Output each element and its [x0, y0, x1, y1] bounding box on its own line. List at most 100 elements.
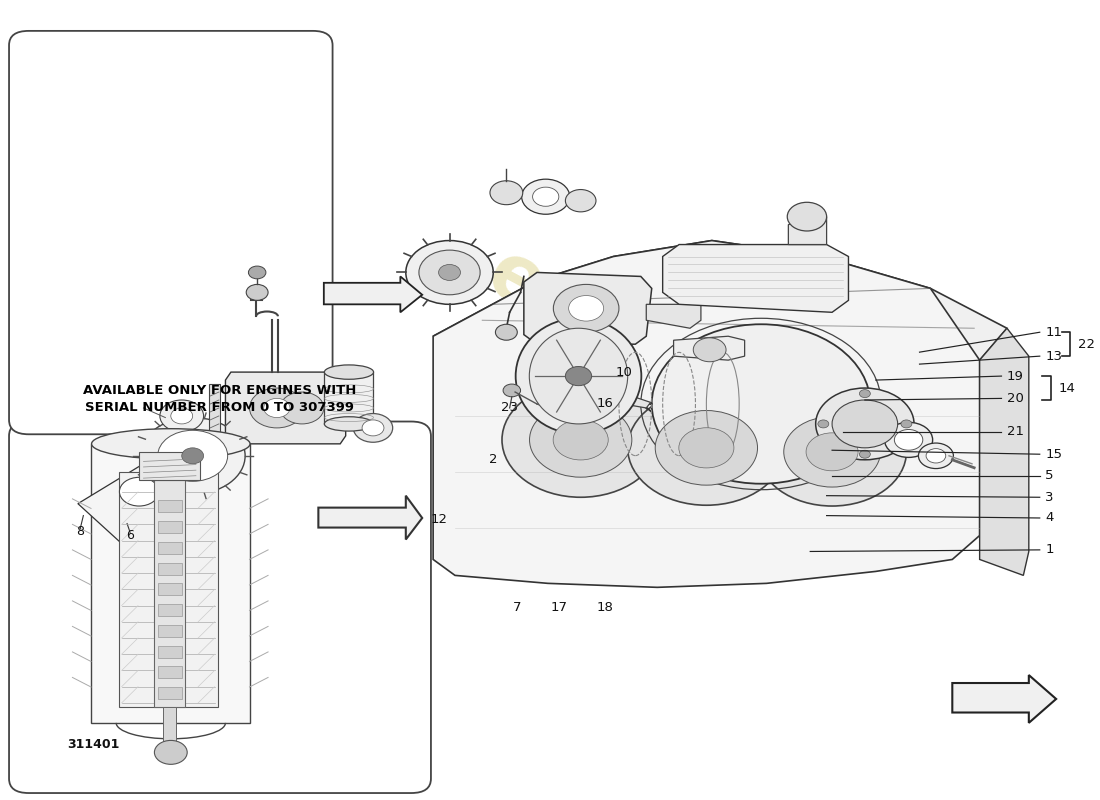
Text: 11: 11 — [1045, 326, 1063, 338]
Circle shape — [816, 388, 914, 460]
Text: 20: 20 — [1006, 392, 1024, 405]
Ellipse shape — [516, 318, 641, 434]
Text: euroshop: euroshop — [473, 234, 886, 502]
Circle shape — [170, 408, 192, 424]
Circle shape — [818, 420, 828, 428]
Text: 19: 19 — [1006, 370, 1024, 382]
Text: 22: 22 — [1078, 338, 1094, 350]
Text: 21: 21 — [1006, 426, 1024, 438]
Circle shape — [140, 418, 245, 494]
Text: 3: 3 — [1045, 490, 1054, 504]
Text: 1: 1 — [1045, 543, 1054, 556]
Circle shape — [832, 400, 898, 448]
Bar — [157, 562, 182, 574]
Text: 23: 23 — [502, 402, 518, 414]
Circle shape — [651, 324, 870, 484]
FancyBboxPatch shape — [9, 31, 332, 434]
Polygon shape — [226, 372, 345, 444]
Text: 4: 4 — [1045, 511, 1054, 525]
Circle shape — [884, 422, 933, 458]
Polygon shape — [209, 384, 220, 432]
Polygon shape — [647, 304, 701, 328]
Circle shape — [419, 250, 480, 294]
Text: 10: 10 — [616, 366, 632, 378]
Polygon shape — [673, 336, 745, 360]
Circle shape — [503, 384, 520, 397]
Circle shape — [154, 741, 187, 764]
Bar — [139, 452, 200, 480]
Circle shape — [406, 241, 493, 304]
Bar — [163, 707, 176, 750]
Text: 2: 2 — [490, 454, 497, 466]
Circle shape — [353, 414, 393, 442]
Polygon shape — [662, 245, 848, 312]
Bar — [120, 472, 218, 707]
Ellipse shape — [529, 328, 628, 424]
Polygon shape — [323, 277, 422, 312]
Circle shape — [529, 402, 631, 477]
Circle shape — [859, 390, 870, 398]
Circle shape — [628, 390, 785, 506]
Circle shape — [656, 410, 758, 485]
Circle shape — [182, 448, 204, 464]
Polygon shape — [433, 241, 980, 587]
Circle shape — [490, 181, 522, 205]
Ellipse shape — [324, 417, 374, 431]
Circle shape — [859, 450, 870, 458]
Polygon shape — [318, 496, 422, 539]
Circle shape — [362, 420, 384, 436]
Circle shape — [569, 295, 604, 321]
Circle shape — [565, 366, 592, 386]
Circle shape — [788, 202, 826, 231]
Bar — [157, 583, 182, 595]
Bar — [157, 666, 182, 678]
Text: 18: 18 — [596, 601, 613, 614]
Text: 16: 16 — [596, 398, 613, 410]
Bar — [157, 687, 182, 699]
Polygon shape — [433, 241, 1006, 384]
Bar — [323, 372, 373, 424]
Bar — [157, 521, 182, 533]
Circle shape — [553, 420, 608, 460]
Circle shape — [926, 449, 946, 463]
Text: 311401: 311401 — [67, 738, 119, 751]
Polygon shape — [953, 675, 1056, 723]
Circle shape — [439, 265, 461, 281]
Circle shape — [553, 285, 619, 332]
Circle shape — [784, 417, 880, 487]
Polygon shape — [789, 217, 826, 245]
Polygon shape — [980, 328, 1028, 575]
Circle shape — [249, 266, 266, 279]
Circle shape — [521, 179, 570, 214]
Circle shape — [160, 400, 204, 432]
Circle shape — [693, 338, 726, 362]
Text: 15: 15 — [1045, 448, 1063, 461]
Ellipse shape — [324, 365, 374, 379]
Bar — [157, 542, 182, 554]
Circle shape — [806, 433, 858, 470]
Circle shape — [918, 443, 954, 469]
Circle shape — [264, 398, 290, 418]
Text: 5: 5 — [1045, 470, 1054, 482]
Circle shape — [901, 420, 912, 428]
Circle shape — [758, 398, 906, 506]
Polygon shape — [524, 273, 651, 344]
Text: AVAILABLE ONLY FOR ENGINES WITH
SERIAL NUMBER FROM 0 TO 307399: AVAILABLE ONLY FOR ENGINES WITH SERIAL N… — [84, 384, 356, 414]
Text: 12: 12 — [430, 513, 447, 526]
Bar — [91, 444, 250, 723]
Bar — [157, 625, 182, 637]
Text: 7: 7 — [513, 601, 521, 614]
Bar — [154, 480, 185, 707]
Circle shape — [250, 388, 305, 428]
Circle shape — [502, 382, 659, 498]
FancyBboxPatch shape — [9, 422, 431, 793]
Circle shape — [280, 392, 323, 424]
Circle shape — [894, 430, 923, 450]
Circle shape — [120, 478, 158, 506]
Text: 6: 6 — [126, 529, 134, 542]
Circle shape — [679, 428, 734, 468]
Text: a passion for parts: a passion for parts — [512, 392, 802, 567]
Bar — [157, 646, 182, 658]
Bar — [157, 501, 182, 513]
Circle shape — [495, 324, 517, 340]
